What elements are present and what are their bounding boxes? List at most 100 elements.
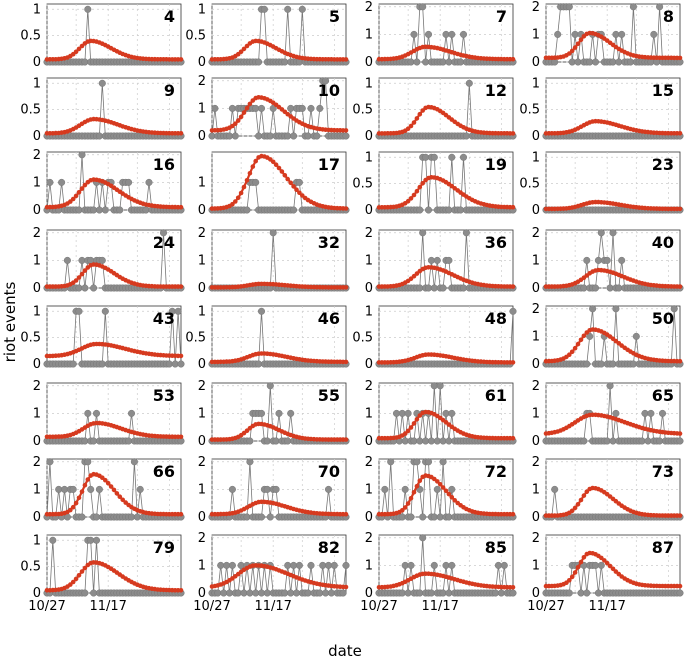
y-tick-label: 2 [198,74,206,89]
model-point [79,489,85,494]
y-tick-label: 1 [365,27,373,42]
model-point [76,46,82,52]
observed-point [63,256,71,264]
model-point [270,159,276,165]
y-tick-label: 0 [198,281,206,296]
x-tick-label: 11/17 [254,599,291,614]
model-point [578,559,584,565]
model-point [572,45,578,50]
panel-9: 0 0.5 1 9 [20,76,185,144]
y-tick-label: 2 [33,379,41,394]
observed-point [284,561,292,569]
observed-point [116,206,124,214]
y-tick-label: 0 [532,586,540,601]
model-point [440,485,446,490]
observed-point [290,206,298,214]
observed-point [618,30,626,38]
panel-40: 0 1 2 40 [532,226,684,296]
y-tick-label: 1 [365,150,373,165]
observed-point [49,536,57,544]
panel-id-label: 79 [153,538,175,557]
panel-66: 0 1 2 66 [33,455,185,525]
panel-82: 0 1 2 82 10/27 11/17 [193,531,350,614]
observed-point [78,151,86,159]
model-point [452,498,458,503]
model-point [510,56,516,62]
observed-point [612,305,620,313]
observed-point [676,589,684,597]
model-point [244,105,250,111]
model-point [273,162,279,167]
observed-point [381,485,389,493]
observed-point [307,104,315,112]
observed-point [125,178,133,186]
panel-id-label: 48 [485,309,507,328]
observed-point [574,58,582,66]
y-tick-label: 2 [532,226,540,241]
observed-point [255,58,263,66]
model-point [103,477,108,483]
model-point [510,284,516,289]
observed-point [92,409,101,417]
observed-point [304,589,312,597]
observed-point [448,561,456,569]
panel-id-label: 8 [663,7,674,26]
model-point [572,345,578,351]
model-point [572,505,578,511]
model-point [578,497,584,503]
y-tick-label: 0 [365,55,373,70]
observed-point [430,561,438,569]
model-point [417,111,423,117]
panel-65: 0 1 2 65 [532,379,684,449]
panel-id-label: 66 [153,462,175,481]
observed-point [439,458,447,466]
y-tick-label: 0 [365,434,373,449]
y-tick-label: 1 [198,2,206,17]
y-tick-label: 0 [365,510,373,525]
observed-point [84,5,92,13]
y-tick-label: 1 [365,482,373,497]
observed-point [211,104,219,112]
y-tick-label: 2 [198,455,206,470]
y-tick-label: 1 [532,406,540,421]
model-point [408,496,414,501]
panel-frame [46,3,182,63]
observed-point [75,284,83,292]
panel-id-label: 19 [485,155,507,174]
panel-8: 0 1 2 8 [532,0,684,70]
model-point [569,349,575,355]
panel-7: 0 1 2 7 [365,0,517,70]
model-point [446,491,452,497]
model-point [575,341,581,347]
observed-point [459,153,468,161]
x-tick-label: 10/27 [360,599,397,614]
panel-32: 0 1 2 32 [198,226,350,296]
observed-point [439,284,447,292]
y-tick-label: 0 [365,129,373,144]
observed-point [597,561,605,569]
observed-point [615,284,623,292]
y-tick-label: 2 [532,302,540,317]
y-tick-label: 2 [33,455,41,470]
observed-point [75,206,83,214]
observed-point [427,256,435,264]
model-point [408,196,414,201]
panel-id-label: 4 [164,7,175,26]
observed-point [295,178,303,186]
panel-5: 0 0.5 1 5 [185,2,350,70]
observed-point [424,458,433,466]
observed-point [509,589,517,597]
model-point [294,187,299,192]
observed-point [78,513,86,521]
y-tick-label: 1 [198,101,206,116]
panel-id-label: 32 [318,233,340,252]
observed-point [427,437,435,445]
observed-point [257,409,266,417]
observed-point [594,256,602,264]
observed-point [46,458,54,466]
observed-point [228,485,236,493]
y-tick-label: 2 [365,226,373,241]
model-point [607,563,613,569]
observed-point [591,284,600,292]
observed-point [448,30,456,38]
